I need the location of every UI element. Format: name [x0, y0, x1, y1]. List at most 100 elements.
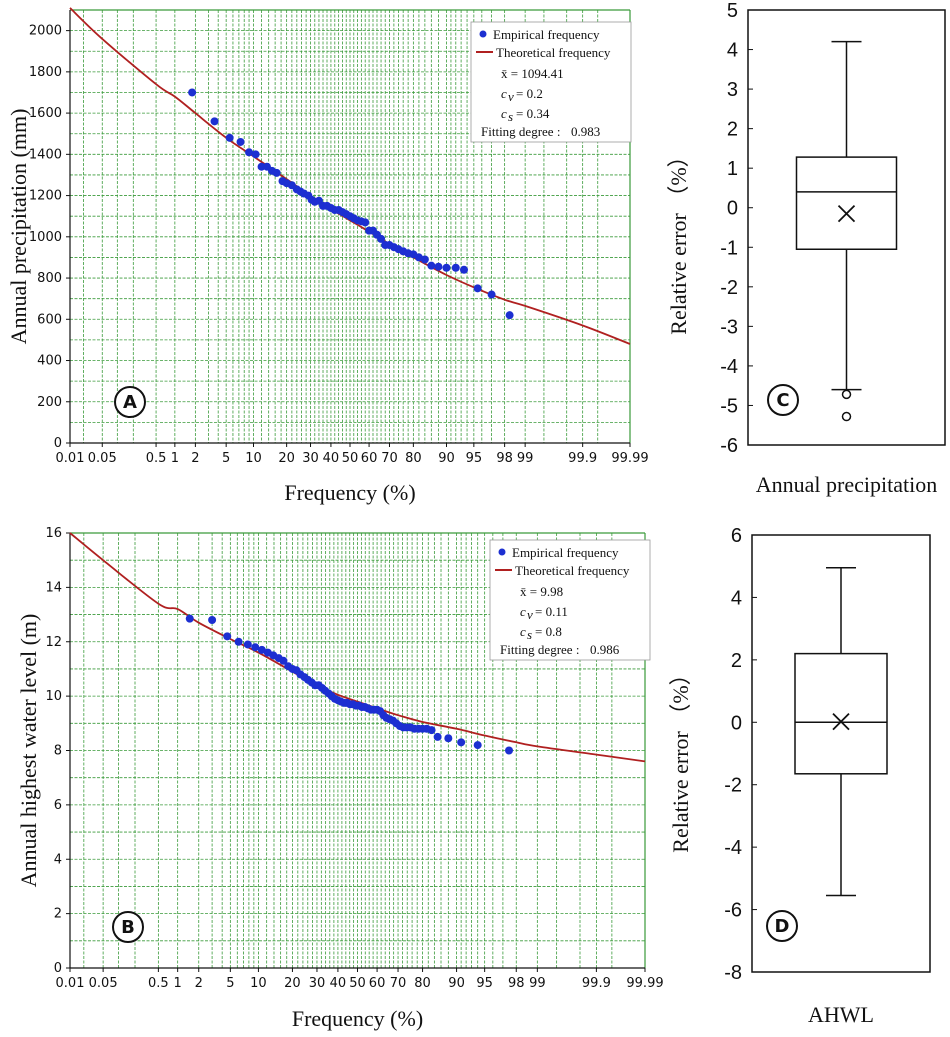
panel-badge-letter: A: [123, 392, 137, 413]
x-axis-title: Frequency (%): [284, 480, 415, 505]
empirical-frequency-point: [427, 726, 436, 735]
x-tick-label: 20: [284, 976, 301, 991]
legend-cs-subscript: s: [508, 109, 513, 124]
x-tick-label: 10: [245, 451, 262, 466]
x-tick-label: 60: [369, 976, 386, 991]
y-tick-label: 200: [37, 395, 62, 410]
plot-frame: [747, 9, 946, 446]
plot-frame: [751, 534, 931, 973]
empirical-frequency-point: [361, 218, 370, 227]
x-tick-label: 0.05: [89, 976, 118, 991]
x-tick-label: 60: [361, 451, 378, 466]
y-tick-label: -2: [720, 277, 738, 299]
y-tick-label: 2: [727, 119, 738, 141]
x-tick-label: 90: [438, 451, 455, 466]
x-tick-label: 30: [302, 451, 319, 466]
x-tick-label: 95: [476, 976, 493, 991]
legend-point-marker: [498, 548, 506, 556]
empirical-frequency-point: [251, 643, 260, 652]
theoretical-frequency-curve: [69, 532, 646, 763]
legend-cv-symbol: c: [520, 604, 526, 619]
x-tick-label: 98: [496, 451, 513, 466]
y-tick-label: -4: [724, 837, 742, 859]
y-tick-label: 1800: [29, 65, 62, 80]
x-tick-label: 98: [508, 976, 525, 991]
x-tick-label: 5: [226, 976, 234, 991]
y-tick-label: -6: [724, 900, 742, 922]
empirical-frequency-point: [279, 656, 288, 665]
x-tick-label: 2: [191, 451, 199, 466]
legend-fit-value: 0.986: [590, 642, 620, 657]
empirical-frequency-point: [457, 738, 466, 747]
empirical-frequency-point: [251, 150, 260, 159]
x-tick-label: 90: [448, 976, 465, 991]
y-axis-title: Annual precipitation (mm): [6, 109, 31, 345]
y-tick-label: 1600: [29, 106, 62, 121]
y-tick-label: 5: [727, 0, 738, 22]
box-plot-d: -8 -6 -4 -2 0 2 4 6 D AHWL Relative error （%）: [668, 525, 931, 1027]
legend-theoretical-label: Theoretical frequency: [496, 45, 611, 60]
y-tick-label: 0: [731, 712, 742, 734]
y-tick-label: 6: [54, 798, 62, 813]
y-tick-label: 1: [727, 158, 738, 180]
x-tick-label: 40: [323, 451, 340, 466]
y-tick-label: 10: [45, 689, 62, 704]
mean-marker: [832, 713, 850, 731]
legend-fit-label: Fitting degree :: [500, 642, 579, 657]
y-tick-label: 8: [54, 744, 62, 759]
legend-point-marker: [479, 30, 487, 38]
x-tick-label: 99.99: [611, 451, 648, 466]
x-tick-label: 30: [309, 976, 326, 991]
empirical-frequency-point: [444, 734, 453, 743]
y-tick-label: 4: [54, 852, 62, 867]
empirical-frequency-point: [451, 263, 460, 272]
x-tick-label: 40: [330, 976, 347, 991]
y-tick-label: 3: [727, 79, 738, 101]
x-tick-label: 0.05: [88, 451, 117, 466]
x-tick-label: 50: [342, 451, 359, 466]
legend-cs-symbol: c: [520, 624, 526, 639]
x-tick-label: 10: [250, 976, 267, 991]
legend-cs-subscript: s: [527, 627, 532, 642]
y-axis-title: Relative error （%）: [666, 145, 691, 334]
panel-badge-letter: B: [121, 917, 135, 938]
empirical-frequency-point: [505, 746, 514, 755]
y-tick-label: -1: [720, 237, 738, 259]
legend-mean: x̄ = 1094.41: [501, 66, 564, 81]
x-axis-title: AHWL: [808, 1002, 874, 1027]
x-axis-title: Frequency (%): [292, 1006, 423, 1031]
box-plot-c: -6 -5 -4 -3 -2 -1 0 1 2 3 4 5 C Annual precipitation R…: [666, 0, 946, 497]
empirical-frequency-point: [272, 168, 281, 177]
x-tick-label: 0.5: [146, 451, 167, 466]
x-tick-label: 80: [405, 451, 422, 466]
y-tick-label: -5: [720, 395, 738, 417]
panel-badge-circle: [114, 386, 146, 418]
empirical-frequency-point: [427, 261, 436, 270]
x-tick-label: 99.9: [582, 976, 611, 991]
y-axis-title: Annual highest water level (m): [16, 614, 41, 888]
legend-theoretical-label: Theoretical frequency: [515, 563, 630, 578]
empirical-frequency-point: [210, 117, 219, 126]
empirical-frequency-point: [505, 311, 514, 320]
empirical-frequency-point: [236, 137, 245, 146]
x-tick-label: 70: [390, 976, 407, 991]
empirical-frequency-point: [433, 732, 442, 741]
panel-badge-circle: [766, 910, 798, 942]
y-tick-label: 14: [45, 580, 62, 595]
empirical-frequency-point: [420, 255, 429, 264]
legend-cv-subscript: v: [508, 89, 514, 104]
legend-fit-label: Fitting degree :: [481, 124, 560, 139]
empirical-frequency-point: [208, 616, 217, 624]
empirical-frequency-point: [442, 263, 451, 272]
x-tick-label: 70: [381, 451, 398, 466]
empirical-frequency-point: [434, 262, 443, 271]
y-tick-label: -6: [720, 435, 738, 457]
empirical-frequency-point: [245, 148, 254, 157]
x-tick-label: 1: [171, 451, 179, 466]
empirical-frequency-point: [487, 290, 496, 299]
x-tick-label: 95: [466, 451, 483, 466]
empirical-frequency-point: [234, 637, 243, 646]
legend-empirical-label: Empirical frequency: [493, 27, 600, 42]
